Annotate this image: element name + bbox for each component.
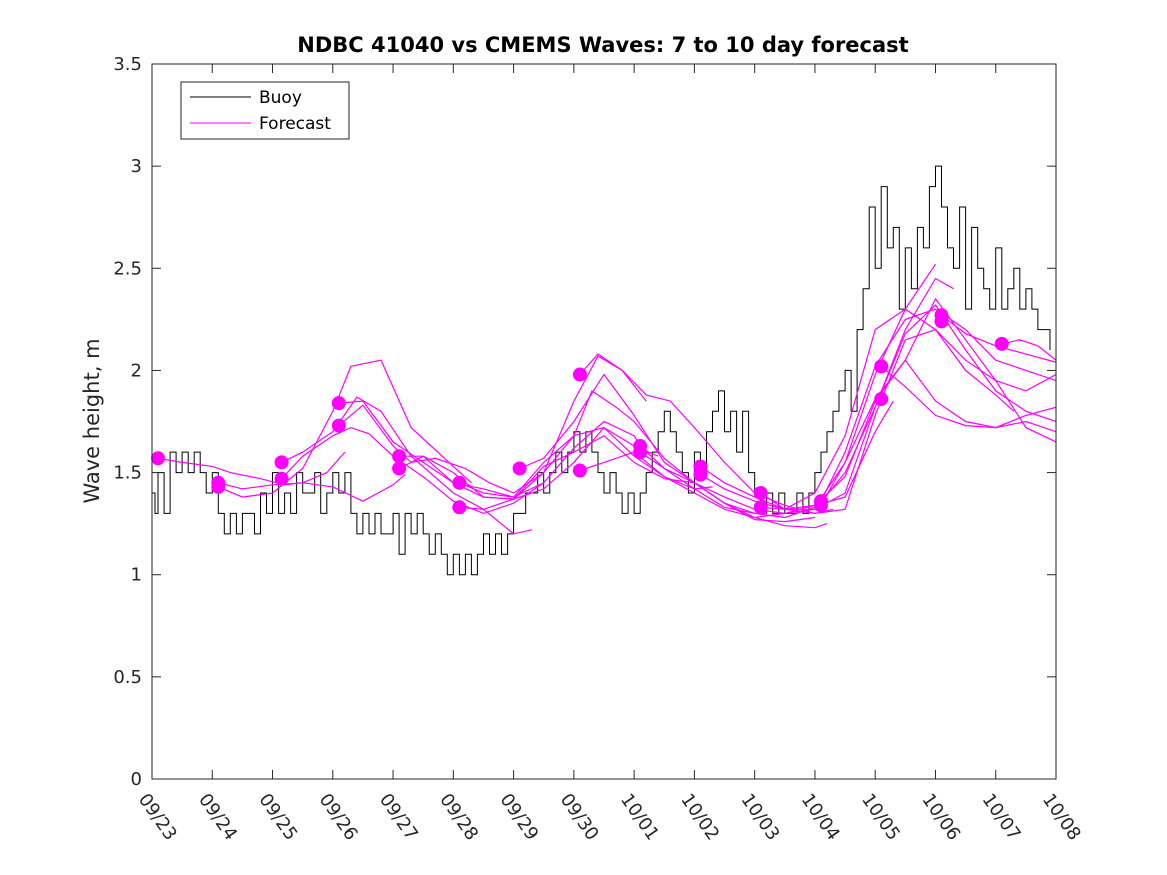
forecast-start-marker [934, 314, 949, 329]
y-tick-label: 1.5 [113, 463, 142, 484]
forecast-start-marker [392, 449, 407, 464]
forecast-start-marker [572, 367, 587, 382]
forecast-line [338, 400, 647, 498]
forecast-start-marker [874, 359, 889, 374]
chart-title: NDBC 41040 vs CMEMS Waves: 7 to 10 day f… [297, 33, 908, 57]
forecast-start-marker [874, 392, 889, 407]
y-tick-label: 2 [131, 360, 142, 381]
forecast-start-marker [693, 467, 708, 482]
y-tick-label: 0.5 [113, 667, 142, 688]
forecast-line [760, 308, 1056, 510]
forecast-start-marker [753, 500, 768, 515]
forecast-line [459, 435, 815, 523]
forecast-line [399, 355, 647, 500]
forecast-marker-group [151, 308, 1009, 515]
forecast-start-marker [392, 461, 407, 476]
forecast-line [820, 308, 1056, 502]
y-tick-label: 1 [131, 565, 142, 586]
forecast-start-marker [633, 445, 648, 460]
y-tick-label: 3 [131, 156, 142, 177]
forecast-line [218, 474, 406, 502]
forecast-start-marker [512, 461, 527, 476]
forecast-start-marker [572, 463, 587, 478]
legend-box [180, 81, 350, 140]
forecast-start-marker [331, 418, 346, 433]
forecast-start-marker [151, 451, 166, 466]
forecast-line [157, 451, 346, 486]
axes-box [151, 63, 1057, 780]
forecast-start-marker [753, 486, 768, 500]
forecast-start-marker [994, 336, 1009, 351]
buoy-line [152, 165, 1051, 576]
y-axis-ticks: 0 0.5 1 1.5 2 2.5 3 3.5 [113, 54, 1056, 790]
y-axis-label: Wave height, m [80, 338, 104, 503]
legend-forecast-label: Forecast [259, 114, 331, 134]
forecast-line [218, 359, 472, 498]
legend: Buoy Forecast [180, 81, 350, 140]
legend-buoy-label: Buoy [259, 88, 302, 108]
forecast-line [519, 373, 828, 529]
forecast-start-marker [211, 479, 226, 494]
forecast-start-marker [274, 455, 289, 470]
y-tick-label: 2.5 [113, 258, 142, 279]
forecast-line [398, 426, 713, 500]
forecast-line [700, 304, 1056, 510]
forecast-line [639, 263, 936, 519]
forecast-line [281, 396, 532, 535]
forecast-line [820, 359, 1056, 506]
forecast-start-marker [274, 471, 289, 486]
y-tick-label: 0 [131, 769, 142, 790]
forecast-line [579, 400, 894, 519]
forecast-start-marker [452, 500, 467, 515]
forecast-line [700, 328, 1015, 515]
forecast-start-marker [331, 396, 346, 411]
forecast-start-marker [813, 498, 828, 513]
forecast-start-marker [452, 475, 467, 490]
buoy-series [152, 165, 1051, 576]
forecast-line [1001, 339, 1056, 361]
forecast-line [880, 365, 1056, 429]
y-tick-label: 3.5 [113, 54, 142, 75]
forecast-series-group [157, 263, 1056, 535]
